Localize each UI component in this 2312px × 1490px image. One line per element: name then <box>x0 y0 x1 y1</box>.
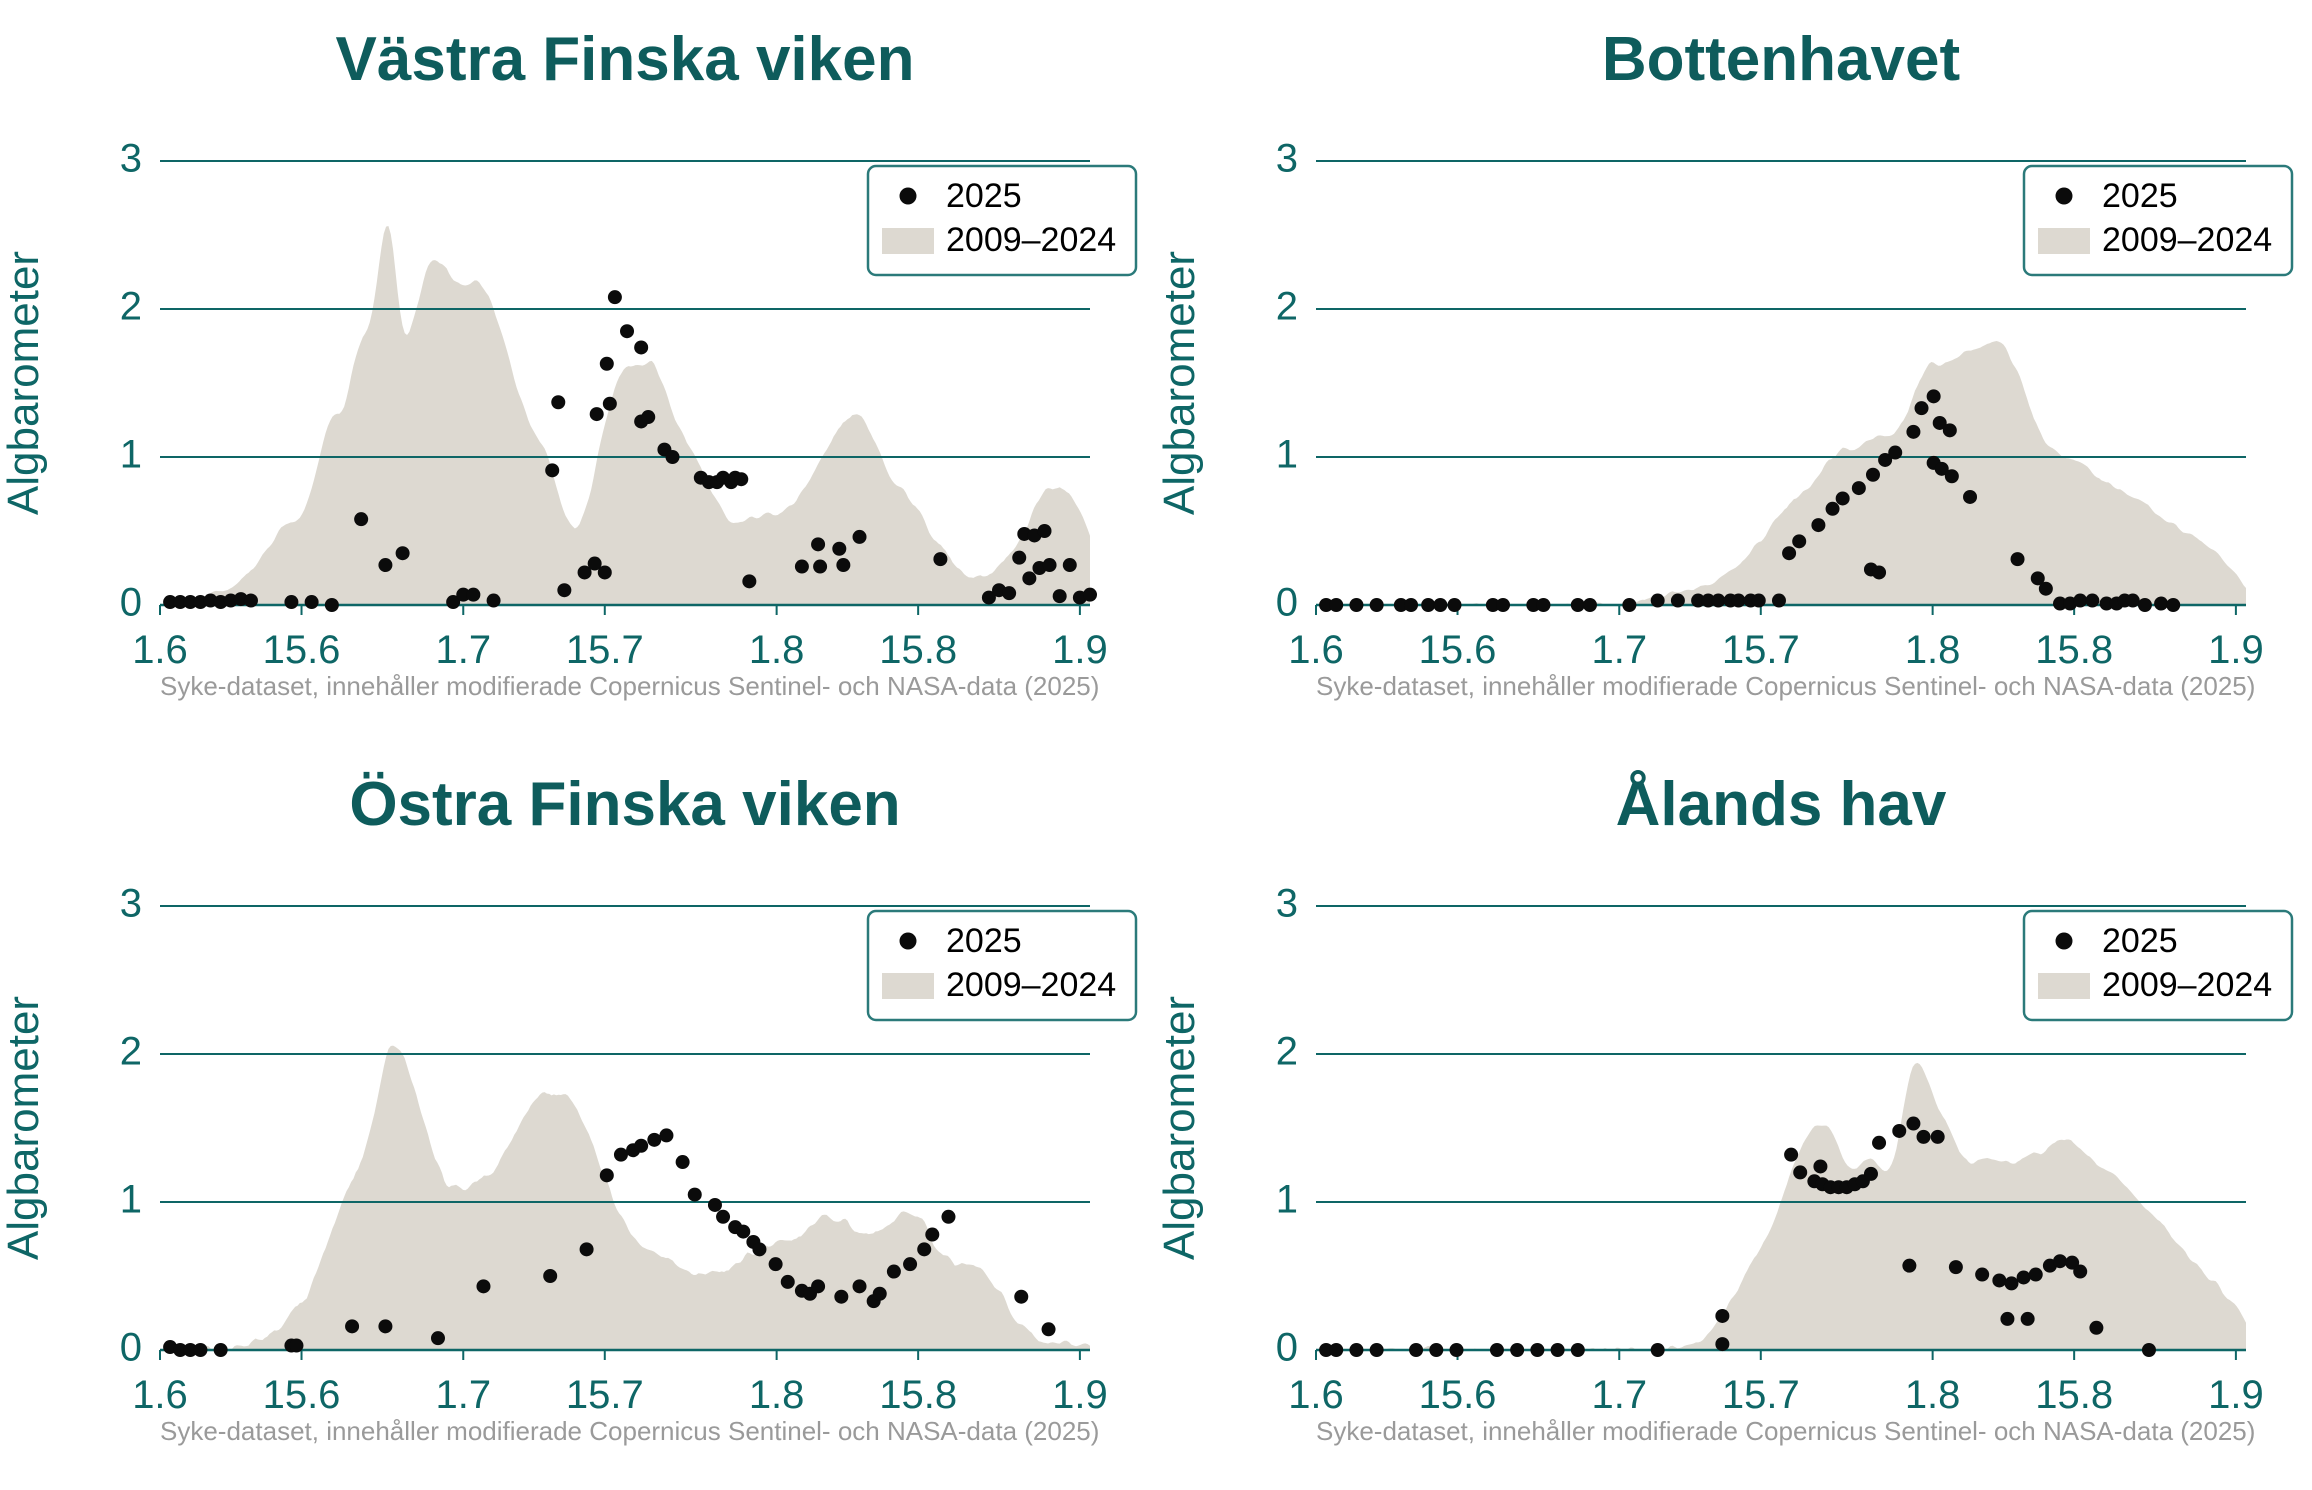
svg-text:15.6: 15.6 <box>263 628 341 672</box>
svg-text:2025: 2025 <box>2102 922 2178 960</box>
svg-text:1.7: 1.7 <box>435 628 491 672</box>
svg-text:15.7: 15.7 <box>1722 628 1800 672</box>
svg-text:Syke-dataset, innehåller modif: Syke-dataset, innehåller modifierade Cop… <box>1316 1416 2255 1446</box>
svg-text:15.6: 15.6 <box>263 1373 341 1417</box>
svg-text:2025: 2025 <box>946 922 1022 960</box>
svg-text:Algbarometer: Algbarometer <box>1156 996 1204 1260</box>
svg-text:1.6: 1.6 <box>1288 1373 1344 1417</box>
svg-text:1.6: 1.6 <box>132 628 188 672</box>
svg-text:0: 0 <box>1276 581 1298 625</box>
svg-text:2: 2 <box>1276 1030 1298 1074</box>
svg-text:2: 2 <box>120 285 142 329</box>
svg-text:1.6: 1.6 <box>1288 628 1344 672</box>
svg-text:Ålands hav: Ålands hav <box>1616 770 1947 839</box>
svg-text:Syke-dataset, innehåller modif: Syke-dataset, innehåller modifierade Cop… <box>160 671 1099 701</box>
svg-text:2009–2024: 2009–2024 <box>946 221 1116 259</box>
svg-text:Syke-dataset, innehåller modif: Syke-dataset, innehåller modifierade Cop… <box>1316 671 2255 701</box>
svg-text:1.7: 1.7 <box>435 1373 491 1417</box>
svg-text:15.8: 15.8 <box>2035 1373 2113 1417</box>
svg-text:3: 3 <box>120 137 142 181</box>
svg-text:1.9: 1.9 <box>2208 1373 2264 1417</box>
svg-text:2009–2024: 2009–2024 <box>2102 966 2272 1004</box>
svg-text:1: 1 <box>120 433 142 477</box>
svg-text:15.8: 15.8 <box>879 628 957 672</box>
svg-text:0: 0 <box>120 581 142 625</box>
svg-text:1.8: 1.8 <box>749 628 805 672</box>
svg-text:1: 1 <box>120 1178 142 1222</box>
svg-text:2025: 2025 <box>946 177 1022 215</box>
svg-text:3: 3 <box>1276 882 1298 926</box>
svg-text:Syke-dataset, innehåller modif: Syke-dataset, innehåller modifierade Cop… <box>160 1416 1099 1446</box>
svg-text:15.7: 15.7 <box>566 1373 644 1417</box>
svg-text:Algbarometer: Algbarometer <box>0 996 48 1260</box>
svg-text:2009–2024: 2009–2024 <box>946 966 1116 1004</box>
svg-text:1.8: 1.8 <box>749 1373 805 1417</box>
svg-text:2025: 2025 <box>2102 177 2178 215</box>
svg-text:Algbarometer: Algbarometer <box>1156 251 1204 515</box>
svg-text:1: 1 <box>1276 433 1298 477</box>
svg-text:2: 2 <box>1276 285 1298 329</box>
svg-text:Bottenhavet: Bottenhavet <box>1602 25 1960 94</box>
svg-text:Östra Finska viken: Östra Finska viken <box>349 770 900 839</box>
svg-text:15.8: 15.8 <box>2035 628 2113 672</box>
svg-text:1.8: 1.8 <box>1905 1373 1961 1417</box>
svg-text:3: 3 <box>120 882 142 926</box>
svg-text:15.8: 15.8 <box>879 1373 957 1417</box>
svg-text:2009–2024: 2009–2024 <box>2102 221 2272 259</box>
svg-text:Västra Finska viken: Västra Finska viken <box>336 25 915 94</box>
svg-text:1.6: 1.6 <box>132 1373 188 1417</box>
svg-text:15.6: 15.6 <box>1419 1373 1497 1417</box>
svg-text:1.9: 1.9 <box>1052 1373 1108 1417</box>
svg-text:1: 1 <box>1276 1178 1298 1222</box>
svg-text:1.8: 1.8 <box>1905 628 1961 672</box>
svg-text:1.9: 1.9 <box>1052 628 1108 672</box>
svg-text:2: 2 <box>120 1030 142 1074</box>
svg-text:1.7: 1.7 <box>1591 628 1647 672</box>
svg-text:3: 3 <box>1276 137 1298 181</box>
svg-text:0: 0 <box>1276 1326 1298 1370</box>
svg-text:1.7: 1.7 <box>1591 1373 1647 1417</box>
svg-text:0: 0 <box>120 1326 142 1370</box>
svg-text:Algbarometer: Algbarometer <box>0 251 48 515</box>
svg-text:15.7: 15.7 <box>566 628 644 672</box>
svg-text:1.9: 1.9 <box>2208 628 2264 672</box>
svg-text:15.7: 15.7 <box>1722 1373 1800 1417</box>
svg-text:15.6: 15.6 <box>1419 628 1497 672</box>
